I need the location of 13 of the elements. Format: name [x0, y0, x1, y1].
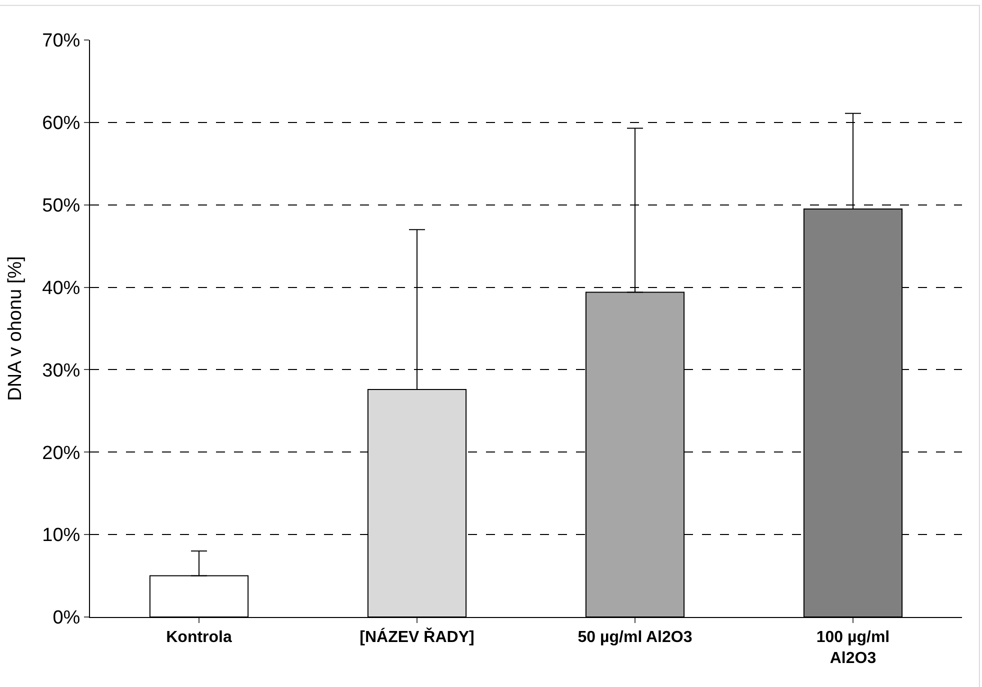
- x-tick-label: 100 µg/ml Al2O3: [816, 629, 890, 667]
- y-tick-label: 70%: [42, 30, 80, 52]
- x-tick-label: 50 µg/ml Al2O3: [578, 629, 692, 646]
- y-tick-label: 30%: [42, 360, 80, 382]
- y-tick-label: 40%: [42, 278, 80, 299]
- x-tick-label: [NÁZEV ŘADY]: [360, 627, 474, 646]
- y-tick-label: 60%: [42, 113, 80, 134]
- y-tick-label: 10%: [42, 525, 80, 546]
- x-tick-label: Kontrola: [166, 629, 232, 646]
- y-tick-label: 20%: [42, 442, 80, 464]
- y-axis-title: DNA v ohonu [%]: [5, 256, 26, 401]
- y-tick-label: 50%: [42, 196, 80, 217]
- y-tick-label: 0%: [52, 608, 80, 629]
